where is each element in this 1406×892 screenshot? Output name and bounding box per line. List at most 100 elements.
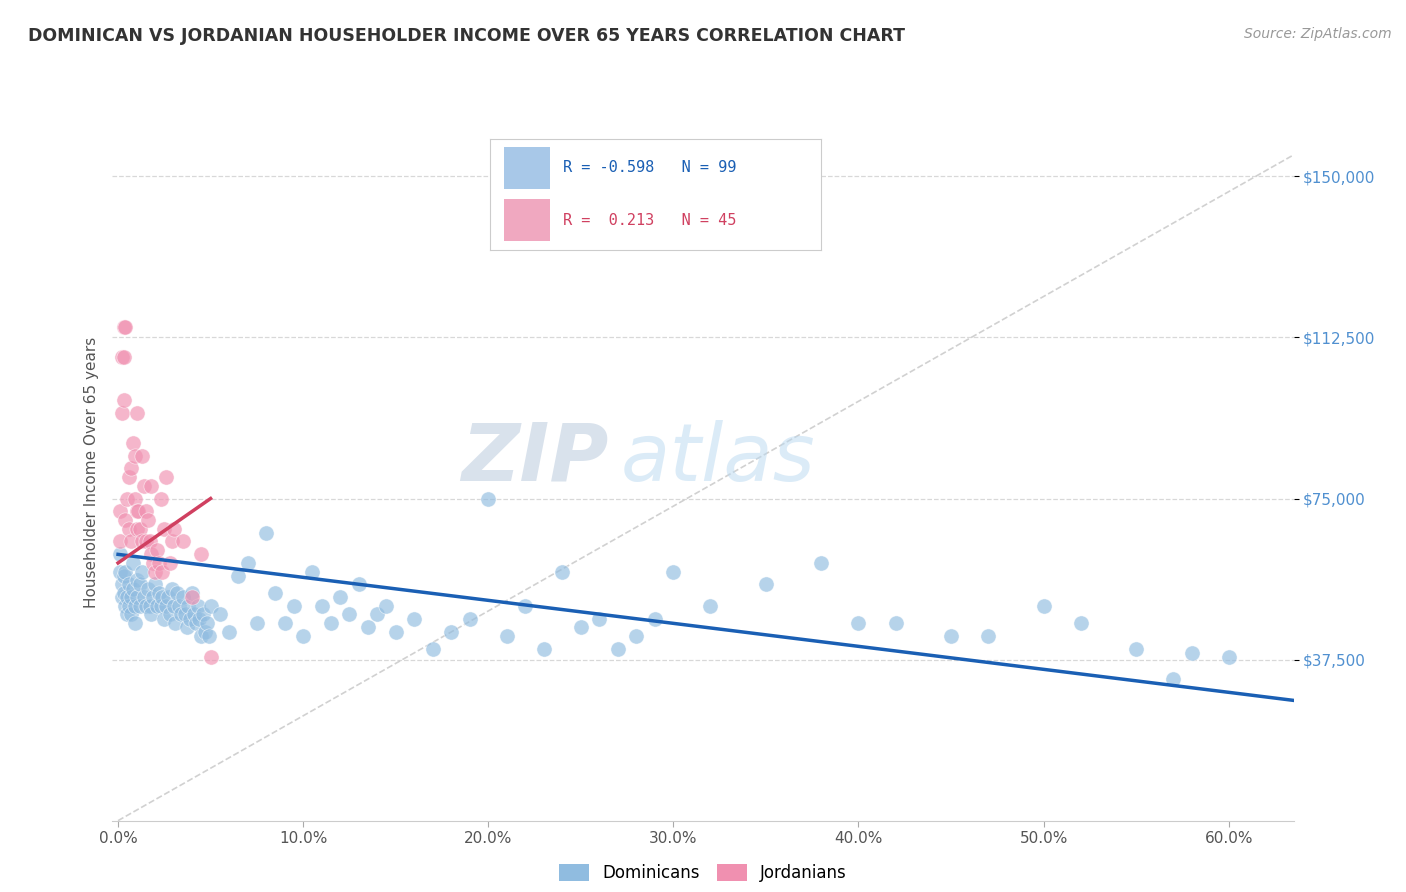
Point <box>173 607 195 622</box>
Point <box>143 565 166 579</box>
Point <box>129 599 152 613</box>
Text: DOMINICAN VS JORDANIAN HOUSEHOLDER INCOME OVER 65 YEARS CORRELATION CHART: DOMINICAN VS JORDANIAN HOUSEHOLDER INCOM… <box>28 27 905 45</box>
Point <box>125 406 148 420</box>
Point <box>112 586 135 600</box>
Point <box>155 599 177 613</box>
Point <box>131 534 153 549</box>
Point <box>131 565 153 579</box>
Point <box>141 547 163 561</box>
Point <box>118 522 141 536</box>
Point <box>1032 599 1054 613</box>
Point <box>108 534 131 549</box>
Point <box>120 591 142 605</box>
Point <box>155 470 177 484</box>
Point <box>458 612 481 626</box>
Point <box>329 591 352 605</box>
Point <box>375 599 398 613</box>
Point <box>160 582 183 596</box>
Point <box>1218 650 1240 665</box>
Point <box>152 565 174 579</box>
Point <box>114 565 136 579</box>
Text: Source: ZipAtlas.com: Source: ZipAtlas.com <box>1244 27 1392 41</box>
Point <box>184 616 207 631</box>
Text: atlas: atlas <box>620 420 815 498</box>
Point <box>142 591 165 605</box>
Point <box>143 577 166 591</box>
Point <box>172 534 194 549</box>
Point <box>440 624 463 639</box>
Point <box>108 565 131 579</box>
Point <box>125 591 148 605</box>
Point <box>125 522 148 536</box>
Point <box>136 582 159 596</box>
Point <box>264 586 287 600</box>
Point <box>181 586 204 600</box>
Point <box>149 491 172 506</box>
Point <box>120 534 142 549</box>
Point <box>810 556 832 570</box>
Point <box>404 612 426 626</box>
Point <box>135 534 157 549</box>
Point <box>114 513 136 527</box>
Point <box>125 504 148 518</box>
Point <box>477 491 499 506</box>
Point <box>339 607 361 622</box>
Point <box>699 599 721 613</box>
Point <box>114 319 136 334</box>
Point <box>118 470 141 484</box>
Point <box>533 641 555 656</box>
Point <box>111 350 134 364</box>
Point <box>156 591 179 605</box>
Point <box>197 629 219 643</box>
Point <box>884 616 907 631</box>
Point <box>112 319 135 334</box>
Point <box>254 525 277 540</box>
Point <box>939 629 962 643</box>
Point <box>127 504 149 518</box>
Point <box>142 556 165 570</box>
Point <box>121 435 143 450</box>
Point <box>195 616 218 631</box>
Point <box>183 607 205 622</box>
Point <box>148 586 170 600</box>
Point <box>111 591 134 605</box>
Point <box>118 599 141 613</box>
Point <box>1161 672 1184 686</box>
Point <box>218 624 240 639</box>
Point <box>319 616 342 631</box>
Point <box>117 491 139 506</box>
Point <box>146 599 169 613</box>
Point <box>129 577 152 591</box>
Point <box>292 629 315 643</box>
Point <box>117 591 139 605</box>
Point <box>141 478 163 492</box>
Point <box>515 599 537 613</box>
Point <box>283 599 305 613</box>
Point <box>190 629 212 643</box>
Point <box>194 624 217 639</box>
Point <box>146 543 169 558</box>
Point <box>120 607 142 622</box>
Point <box>176 620 198 634</box>
Point <box>172 591 194 605</box>
Point <box>160 534 183 549</box>
Point <box>148 556 170 570</box>
Point <box>159 607 181 622</box>
Point <box>755 577 778 591</box>
Point <box>108 547 131 561</box>
Point <box>114 599 136 613</box>
Point <box>181 591 204 605</box>
Point <box>495 629 517 643</box>
Point <box>551 565 574 579</box>
Point <box>193 607 215 622</box>
Point <box>112 350 135 364</box>
Point <box>166 586 188 600</box>
Point <box>977 629 1000 643</box>
Point <box>138 599 160 613</box>
Point <box>125 573 148 587</box>
Point <box>177 599 200 613</box>
Point <box>273 616 295 631</box>
Point <box>124 616 146 631</box>
Point <box>606 641 628 656</box>
Point <box>347 577 370 591</box>
